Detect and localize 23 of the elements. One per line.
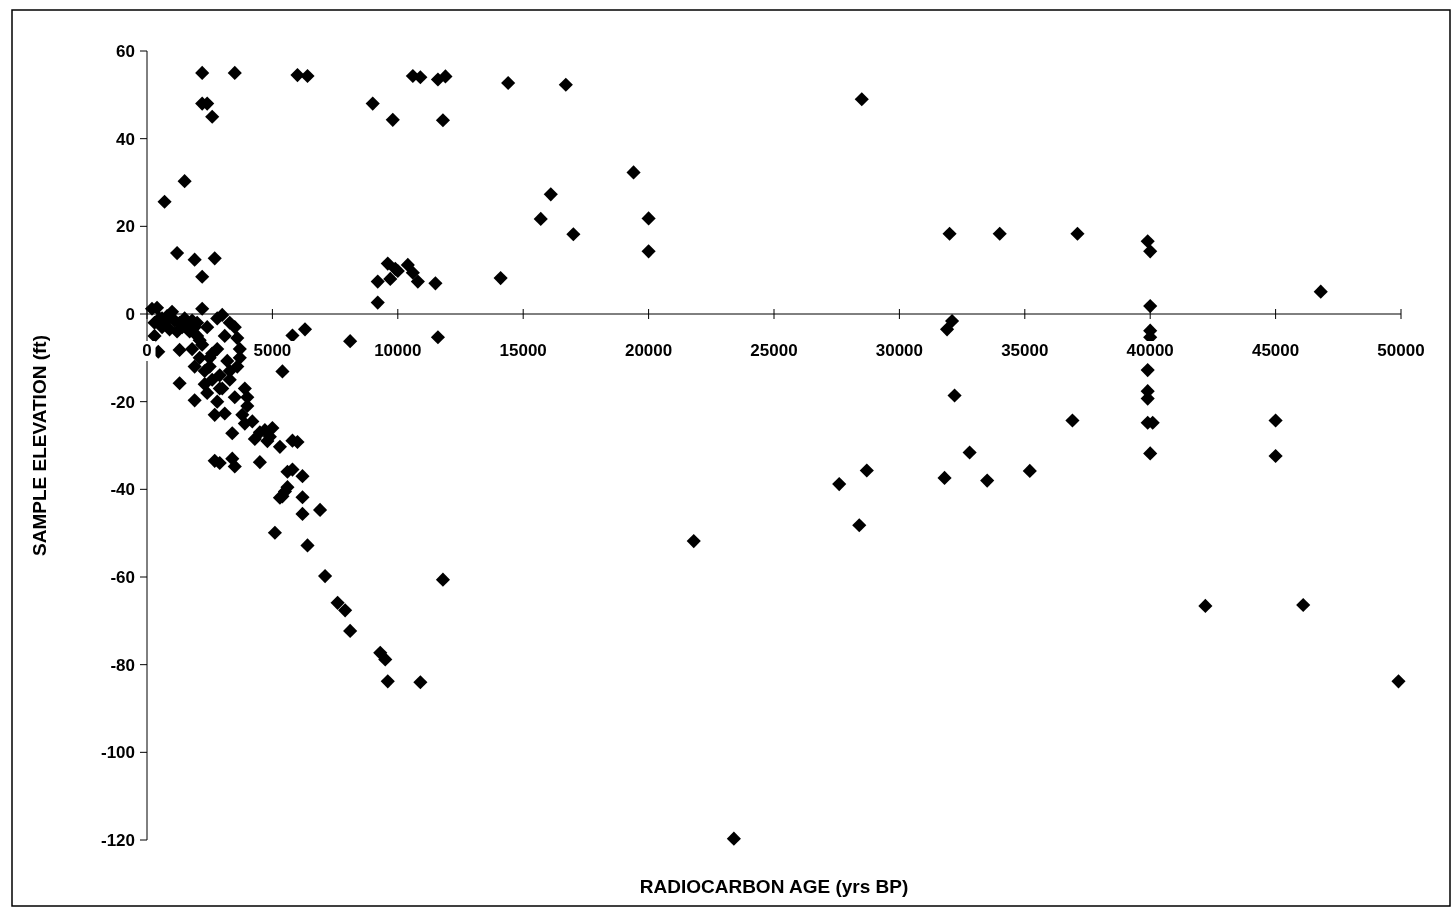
x-tick-label: 45000 — [1251, 341, 1300, 360]
x-tick-label: 5000 — [253, 341, 292, 360]
y-axis-title: SAMPLE ELEVATION (ft) — [29, 335, 50, 556]
y-tick-label: 0 — [125, 304, 135, 324]
y-tick-label: -60 — [110, 567, 135, 587]
x-tick-label: 50000 — [1377, 341, 1425, 360]
y-tick-label: 20 — [116, 217, 135, 237]
y-tick-label: -120 — [100, 830, 135, 850]
x-tick-label: 15000 — [499, 341, 547, 360]
y-tick-label: -80 — [110, 655, 135, 675]
y-tick-label: -100 — [100, 743, 135, 763]
x-tick-label: 40000 — [1126, 341, 1174, 360]
x-tick-label: 20000 — [624, 341, 673, 360]
x-tick-label: 35000 — [1001, 341, 1049, 360]
x-tick-label: 10000 — [374, 341, 422, 360]
x-tick-label: 25000 — [750, 341, 798, 360]
y-tick-label: -40 — [110, 480, 135, 500]
y-tick-label: 60 — [116, 41, 135, 61]
y-tick-label: 40 — [116, 129, 135, 149]
x-axis-title: RADIOCARBON AGE (yrs BP) — [639, 876, 909, 897]
y-tick-label: -20 — [110, 392, 135, 412]
x-tick-label: 0 — [142, 341, 152, 360]
x-tick-label: 30000 — [875, 341, 924, 360]
